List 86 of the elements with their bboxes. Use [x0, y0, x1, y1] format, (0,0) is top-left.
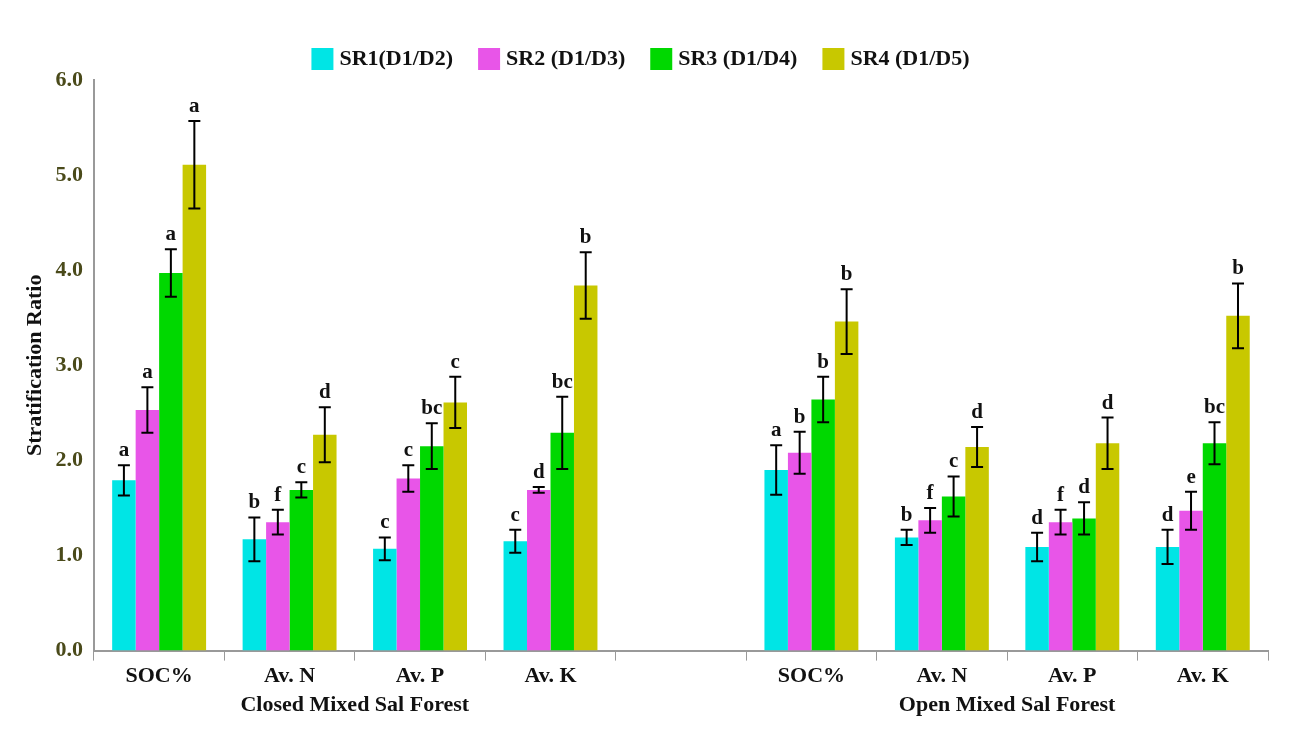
- bar: [550, 432, 574, 651]
- legend-label: SR2 (D1/D3): [506, 44, 626, 70]
- bar: [159, 273, 183, 651]
- x-tick-label: Av. K: [1176, 662, 1229, 688]
- data-label: d: [1078, 474, 1091, 499]
- bar: [1155, 546, 1180, 651]
- bar: [894, 537, 919, 651]
- data-label: a: [142, 359, 154, 384]
- x-tick-label: Av. P: [395, 662, 445, 688]
- bar: [1048, 522, 1073, 651]
- bar: [1095, 443, 1120, 651]
- data-label: e: [1186, 463, 1196, 488]
- data-label: d: [532, 458, 545, 483]
- y-tick-label: 6.0: [55, 65, 83, 91]
- x-tick-label: Av. P: [1048, 662, 1097, 688]
- data-label: b: [579, 224, 592, 249]
- bar: [135, 410, 160, 651]
- bar: [182, 164, 207, 651]
- bar: [941, 496, 966, 651]
- y-tick-label: 5.0: [55, 160, 83, 186]
- data-label: bc: [551, 368, 573, 393]
- data-label: f: [926, 479, 935, 504]
- y-tick-label: 4.0: [55, 255, 83, 281]
- x-tick-label: Av. N: [264, 662, 316, 688]
- bar: [527, 489, 551, 651]
- y-axis-title: Stratification Ratio: [20, 274, 46, 457]
- data-label: d: [971, 399, 984, 424]
- bar: [373, 548, 397, 651]
- data-label: f: [1057, 481, 1066, 506]
- x-tick-label: SOC%: [777, 662, 846, 688]
- bar: [965, 447, 989, 651]
- data-label: c: [403, 437, 413, 462]
- data-label: a: [165, 221, 177, 246]
- text: Open Mixed Sal Forest: [898, 691, 1117, 717]
- bar: [573, 285, 598, 651]
- data-label: bc: [421, 395, 443, 420]
- data-label: c: [296, 454, 306, 479]
- y-tick-label: 3.0: [55, 350, 83, 376]
- legend-label: SR4 (D1/D5): [850, 44, 970, 70]
- data-label: b: [900, 501, 913, 526]
- legend-label: SR1(D1/D2): [339, 44, 454, 70]
- bar: [1226, 315, 1250, 651]
- bar: [1202, 443, 1227, 651]
- data-label: b: [793, 403, 806, 428]
- data-label: b: [1232, 255, 1244, 280]
- data-label: b: [248, 489, 261, 514]
- bar: [1025, 546, 1049, 651]
- data-label: f: [274, 481, 283, 506]
- data-label: bc: [1204, 394, 1226, 419]
- bar: [266, 522, 290, 651]
- data-label: a: [189, 92, 201, 117]
- bar: [313, 434, 337, 651]
- x-tick-label: Av. N: [916, 662, 968, 688]
- bar: [503, 541, 528, 651]
- y-tick-label: 1.0: [55, 541, 83, 567]
- legend-label: SR3 (D1/D4): [678, 44, 798, 70]
- data-label: d: [318, 379, 331, 404]
- y-tick-label: 2.0: [55, 446, 83, 472]
- data-label: a: [118, 437, 130, 462]
- bar: [834, 321, 859, 651]
- bar: [242, 539, 267, 651]
- bar: [396, 478, 421, 651]
- data-label: d: [1161, 501, 1174, 526]
- data-label: b: [817, 348, 829, 373]
- data-label: d: [1101, 389, 1114, 414]
- bar: [1072, 518, 1096, 651]
- data-label: a: [770, 417, 782, 442]
- bar: [443, 402, 467, 651]
- bar: [289, 489, 314, 651]
- data-label: b: [840, 261, 853, 286]
- x-tick-label: Av. K: [524, 662, 577, 688]
- data-label: d: [1031, 504, 1044, 529]
- bar: [420, 446, 444, 651]
- x-tick-label: SOC%: [125, 662, 193, 688]
- data-label: c: [450, 348, 460, 373]
- bar: [1179, 510, 1203, 651]
- bar: [918, 520, 942, 651]
- bar: [112, 480, 136, 651]
- bar: [811, 399, 835, 651]
- bar: [787, 452, 812, 651]
- text: Closed Mixed Sal Forest: [240, 691, 470, 717]
- data-label: c: [380, 509, 390, 534]
- y-tick-label: 0.0: [55, 636, 83, 662]
- data-label: c: [510, 501, 520, 526]
- bar: [764, 469, 788, 651]
- data-label: c: [948, 448, 959, 473]
